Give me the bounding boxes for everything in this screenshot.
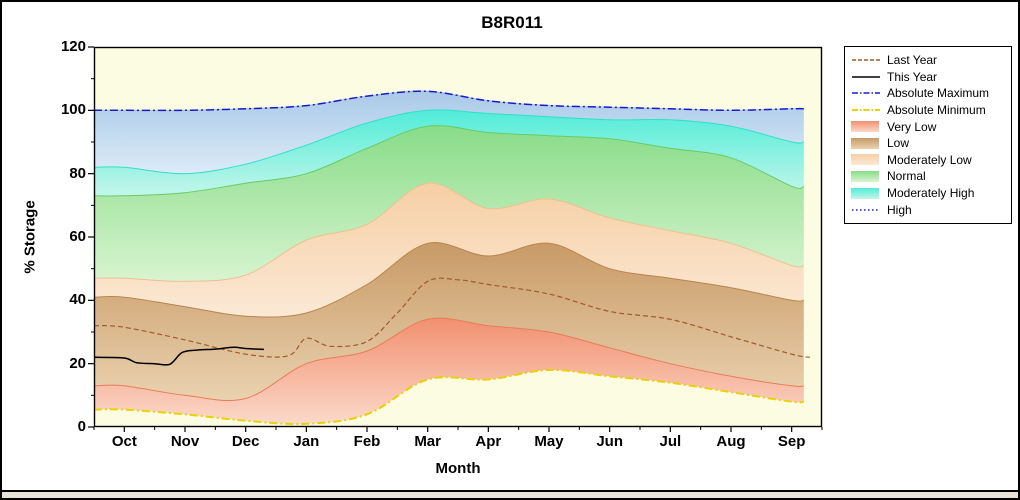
x-tick-label: May [534, 433, 564, 450]
legend-item: Last Year [851, 52, 1005, 69]
x-tick-label: Aug [716, 433, 746, 450]
band-edge-normal [93, 125, 804, 197]
legend-item: High [851, 201, 1005, 218]
legend-label: This Year [887, 69, 938, 84]
band-edge-moderately-high [93, 109, 804, 175]
legend-item: Absolute Minimum [851, 102, 1005, 119]
legend-line-sample [852, 92, 880, 95]
x-tick-label: Mar [414, 433, 441, 450]
band-edge-low [93, 241, 804, 318]
y-tick-label: 120 [60, 38, 86, 55]
legend: Last Year This Year Absolute Maximum Absolu… [844, 46, 1012, 224]
plot-border [93, 46, 823, 428]
legend-patch-sample [851, 137, 879, 149]
legend-item: Moderately High [851, 185, 1005, 202]
x-tick-label: Jan [293, 433, 320, 450]
x-tick-label: Apr [475, 433, 502, 450]
band-low [94, 242, 804, 401]
legend-patch-sample [851, 121, 879, 133]
y-tick-label: 100 [60, 101, 86, 119]
y-tick-label: 0 [77, 418, 86, 435]
band-moderately-low [94, 182, 804, 318]
band-high [94, 91, 804, 174]
line-absolute-maximum [94, 90, 804, 112]
legend-label: Moderately Low [887, 152, 972, 167]
x-tick-label: Jun [596, 433, 623, 450]
legend-label: Normal [887, 169, 926, 184]
band-very-low [94, 318, 804, 425]
legend-item: Normal [851, 168, 1005, 185]
band-moderately-high [94, 109, 804, 197]
legend-patch-sample [851, 170, 879, 182]
legend-item: Very Low [851, 118, 1005, 135]
x-tick-label: Feb [353, 433, 381, 450]
legend-item: This Year [851, 69, 1005, 86]
legend-patch-sample [851, 154, 879, 166]
legend-label: Absolute Minimum [887, 103, 986, 118]
y-tick-label: 60 [69, 228, 86, 245]
x-tick-label: Dec [231, 433, 260, 450]
legend-label: Low [887, 136, 910, 151]
line-this-year [93, 346, 264, 366]
legend-item: Low [851, 135, 1005, 152]
legend-patch-sample [851, 187, 879, 199]
line-absolute-minimum [93, 368, 804, 426]
legend-label: Moderately High [887, 186, 975, 201]
band-edge-very-low [93, 317, 804, 402]
y-tick-label: 40 [69, 291, 86, 309]
y-tick-label: 80 [69, 164, 86, 182]
line-last-year [93, 277, 810, 358]
legend-label: Very Low [887, 119, 937, 134]
x-tick-label: Jul [659, 433, 682, 450]
x-axis-title: Month [435, 460, 481, 477]
x-tick-label: Oct [111, 433, 137, 450]
page-title: B8R011 [481, 13, 543, 32]
x-tick-label: Nov [170, 433, 200, 450]
plot-area [88, 46, 823, 432]
x-tick-label: Sep [777, 433, 806, 450]
legend-line-sample [852, 109, 880, 112]
legend-label: High [887, 202, 912, 217]
y-tick-label: 20 [69, 354, 86, 372]
y-axis-title: % Storage [21, 200, 39, 274]
legend-line-sample [852, 59, 880, 61]
legend-item: Absolute Maximum [851, 85, 1005, 102]
band-edge-moderately-low [93, 182, 804, 282]
legend-line-sample [852, 208, 880, 211]
legend-label: Absolute Maximum [887, 86, 990, 101]
bottom-strip [2, 490, 1018, 498]
band-normal [94, 125, 804, 282]
legend-line-sample [852, 76, 880, 78]
legend-label: Last Year [887, 53, 938, 68]
legend-item: Moderately Low [851, 152, 1005, 169]
